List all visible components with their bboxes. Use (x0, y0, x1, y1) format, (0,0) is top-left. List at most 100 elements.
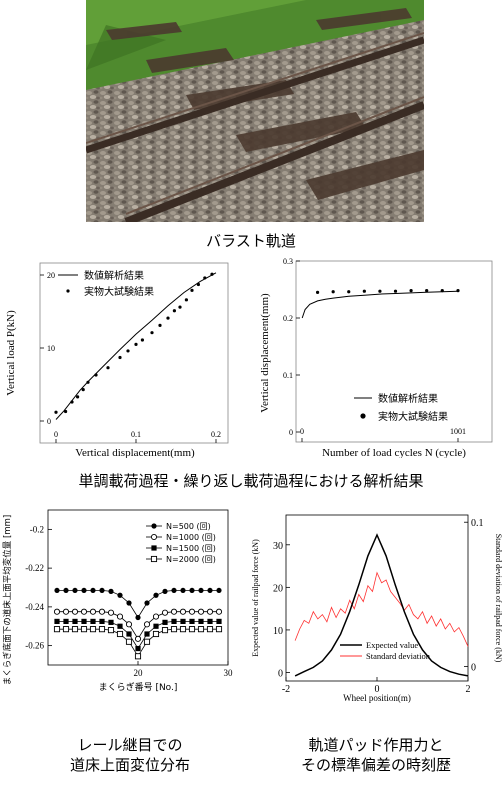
chart3-series-1-point (72, 587, 78, 594)
chart1-ylabel: Vertical load P(kN) (5, 310, 17, 396)
chart3-legend-label: N=1500 (回) (166, 544, 216, 553)
chart3-ytick-label: -0.22 (25, 563, 44, 573)
ballast-track-illustration (86, 0, 424, 222)
chart2-ylabel: Vertical displacement(mm) (259, 293, 271, 413)
chart3-legend-marker-swatch (151, 523, 157, 529)
chart3-displacement-distribution: 20 30 -0.2 -0.22 -0.24 -0.26 N=500 (回) N=1000 … (2, 509, 234, 693)
chart2-series-point-test (456, 289, 460, 293)
chart3-series-2-point (116, 613, 124, 620)
chart3-series-2-point (53, 608, 61, 615)
chart3-series-1-point (54, 587, 60, 594)
chart3-series-3-point (108, 619, 114, 625)
chart4-legend-label: Expected value (366, 640, 418, 650)
chart1-series-point-test (203, 276, 207, 280)
chart3-series-4-point (179, 626, 187, 633)
chart3-series-2-point (62, 608, 70, 615)
chart4-y2tick-label: 0.1 (471, 518, 484, 529)
chart1-series-point-test (210, 272, 214, 276)
chart1-series-point-test (166, 316, 170, 320)
chart3-series-1-point (144, 600, 150, 606)
chart3-series-line-4 (57, 628, 219, 658)
chart3-series-3-point (99, 618, 105, 625)
chart1-legend-point-swatch (66, 289, 70, 293)
chart4-xlabel: Wheel position(m) (343, 693, 411, 703)
bottom-left-caption: レール継目での 道床上面変位分布 (20, 735, 240, 775)
chart2-ytick-label: 0.3 (283, 258, 293, 266)
chart4-xtick-label: -2 (282, 684, 290, 695)
chart1-legend-label: 数値解析結果 (84, 269, 144, 282)
chart1-series-point-test (54, 410, 58, 414)
chart4-ytick-label: 20 (273, 583, 283, 594)
chart1-series-point-test (118, 355, 122, 360)
chart1-series-point-test (150, 331, 154, 335)
chart2-series-line-numerical (301, 290, 459, 319)
chart1-series-point-test (81, 388, 85, 392)
chart3-series-2-point (98, 608, 106, 615)
chart2-series-point-test (347, 290, 351, 294)
chart3-series-3-point (162, 619, 168, 625)
chart1-xtick-label: 0.1 (131, 430, 141, 439)
chart3-series-1-point (63, 587, 69, 594)
chart3-series-2-point (125, 621, 133, 628)
chart4-ytick-label: 10 (273, 626, 283, 637)
chart3-series-4-point (143, 638, 151, 645)
chart3-series-3-point (207, 618, 213, 625)
chart3-series-4-point (116, 630, 124, 638)
bottom-right-caption-line1: 軌道パッド作用力と (308, 736, 444, 754)
chart3-series-4-point (125, 638, 133, 645)
chart2-series-point-test (440, 289, 444, 293)
chart3-series-1-point (180, 587, 186, 594)
chart4-ytick-label: 30 (273, 541, 283, 552)
chart3-series-3-point (153, 623, 159, 629)
chart3-legend-label: N=2000 (回) (166, 555, 216, 564)
chart3-ytick-label: -0.24 (25, 602, 44, 612)
chart3-series-4-point (98, 626, 106, 633)
bottom-right-caption: 軌道パッド作用力と その標準偏差の時刻歴 (266, 735, 486, 775)
chart3-legend-marker-swatch (150, 555, 158, 563)
chart3-series-3-point (117, 623, 123, 629)
chart4-ytick-label: 0 (278, 668, 283, 679)
chart3-series-4-point (80, 626, 88, 633)
chart4-xtick-label: 0 (375, 684, 380, 695)
chart3-series-1-point (162, 588, 168, 594)
chart3-legend-label: N=500 (回) (166, 522, 211, 531)
chart3-series-1-point (153, 592, 159, 598)
chart3-series-3-point (171, 618, 177, 625)
chart1-ytick-label: 0 (47, 417, 51, 426)
chart3-series-3-point (198, 618, 204, 625)
chart2-series-point-test (378, 289, 382, 293)
chart2-series-point-test (409, 289, 413, 293)
chart3-series-1-point (90, 587, 96, 594)
chart3-series-3-point (144, 631, 150, 637)
chart1-series-point-test (70, 400, 74, 404)
chart2-series-point-test (362, 289, 366, 293)
chart2-legend-point-swatch (360, 413, 366, 419)
chart3-series-4-point (134, 653, 142, 660)
chart3-series-1-point (216, 587, 222, 594)
chart3-legend-marker-swatch (151, 545, 157, 551)
chart2-series-point-test (315, 290, 320, 294)
chart3-series-1-point (117, 592, 123, 598)
chart3-xtick-label: 30 (224, 668, 234, 678)
chart3-series-3-point (54, 618, 60, 625)
ballast-track-photo (86, 0, 424, 222)
chart3-legend-marker-swatch (150, 533, 158, 541)
chart3-series-2-point (179, 608, 187, 615)
chart3-series-2-point (170, 608, 178, 615)
chart2-legend-label: 数値解析結果 (378, 392, 438, 405)
chart1-series-point-test (172, 309, 176, 313)
chart3-series-4-point (152, 630, 160, 638)
chart3-series-1-point (189, 587, 195, 594)
chart3-series-4-point (215, 626, 223, 633)
chart1-xtick-label: 0.2 (211, 430, 221, 439)
chart1-series-point-test (196, 282, 200, 287)
chart2-series-point-test (393, 289, 398, 293)
chart1-series-point-test (76, 395, 80, 399)
chart3-series-4-point (161, 627, 169, 634)
chart1-series-point-test (140, 338, 144, 342)
chart1-series-point-test (106, 366, 110, 370)
chart1-series-point-test (64, 409, 68, 414)
chart3-series-1-point (81, 587, 87, 594)
chart3-ytick-label: -0.2 (30, 524, 44, 534)
